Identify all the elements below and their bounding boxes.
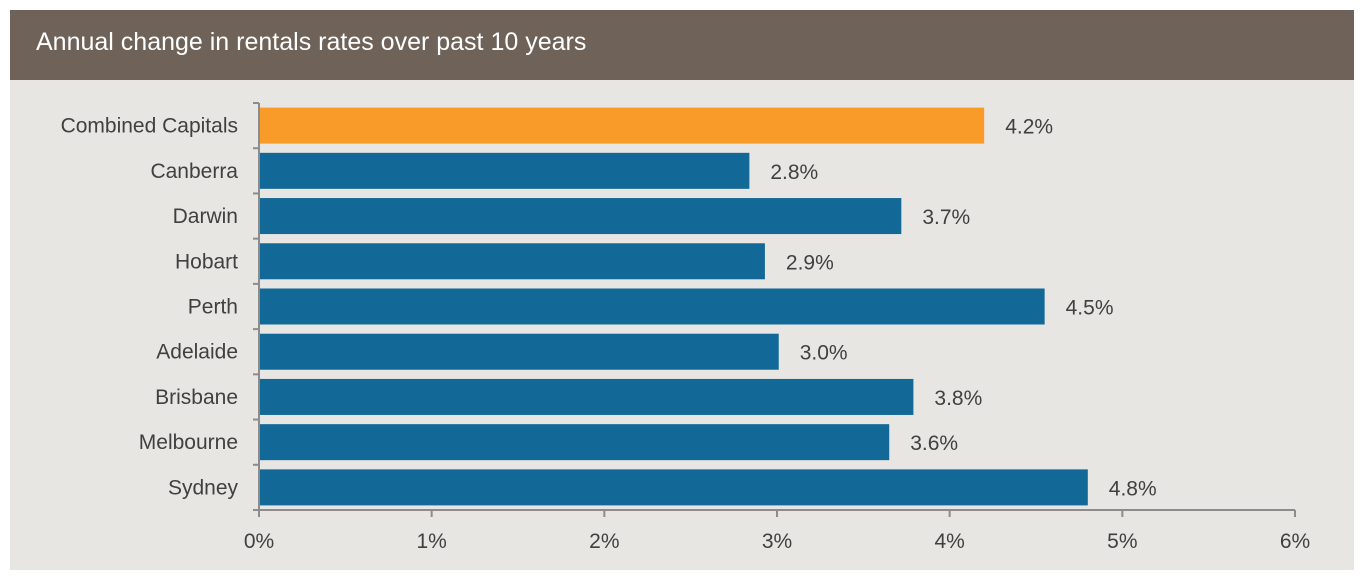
- data-label: 3.6%: [910, 432, 958, 455]
- x-tick-label: 1%: [416, 530, 446, 553]
- bar-3: [259, 243, 765, 280]
- data-label: 2.8%: [770, 161, 818, 184]
- data-label: 3.7%: [922, 206, 970, 229]
- bar-2: [259, 198, 902, 235]
- category-label: Darwin: [173, 205, 238, 228]
- category-label: Sydney: [168, 476, 239, 499]
- bar-7: [259, 424, 890, 461]
- bar-6: [259, 378, 914, 415]
- data-label: 4.8%: [1109, 477, 1157, 500]
- data-label: 3.0%: [800, 342, 848, 365]
- chart-title: Annual change in rentals rates over past…: [36, 28, 587, 56]
- chart-panel: Annual change in rentals rates over past…: [10, 10, 1354, 570]
- bar-5: [259, 333, 779, 370]
- bar-1: [259, 152, 750, 189]
- data-label: 2.9%: [786, 251, 834, 274]
- data-label: 4.2%: [1005, 116, 1053, 139]
- x-tick-label: 5%: [1107, 530, 1137, 553]
- bar-4: [259, 288, 1045, 325]
- data-label: 3.8%: [934, 387, 982, 410]
- bar-0: [259, 107, 985, 144]
- category-label: Perth: [188, 296, 238, 319]
- category-label: Brisbane: [155, 386, 238, 409]
- category-label: Hobart: [175, 250, 238, 273]
- x-tick-label: 6%: [1280, 530, 1310, 553]
- x-tick-label: 0%: [244, 530, 274, 553]
- bar-8: [259, 469, 1088, 506]
- category-label: Melbourne: [139, 431, 238, 454]
- category-label: Combined Capitals: [61, 115, 238, 138]
- bar-chart: Combined Capitals 4.2% Canberra 2.8% Darwin 3…: [61, 102, 1310, 553]
- x-tick-label: 2%: [589, 530, 619, 553]
- data-label: 4.5%: [1066, 297, 1114, 320]
- x-tick-label: 3%: [762, 530, 792, 553]
- category-label: Adelaide: [156, 341, 238, 364]
- x-tick-label: 4%: [934, 530, 964, 553]
- category-label: Canberra: [150, 160, 238, 183]
- chart-header: Annual change in rentals rates over past…: [10, 10, 1354, 80]
